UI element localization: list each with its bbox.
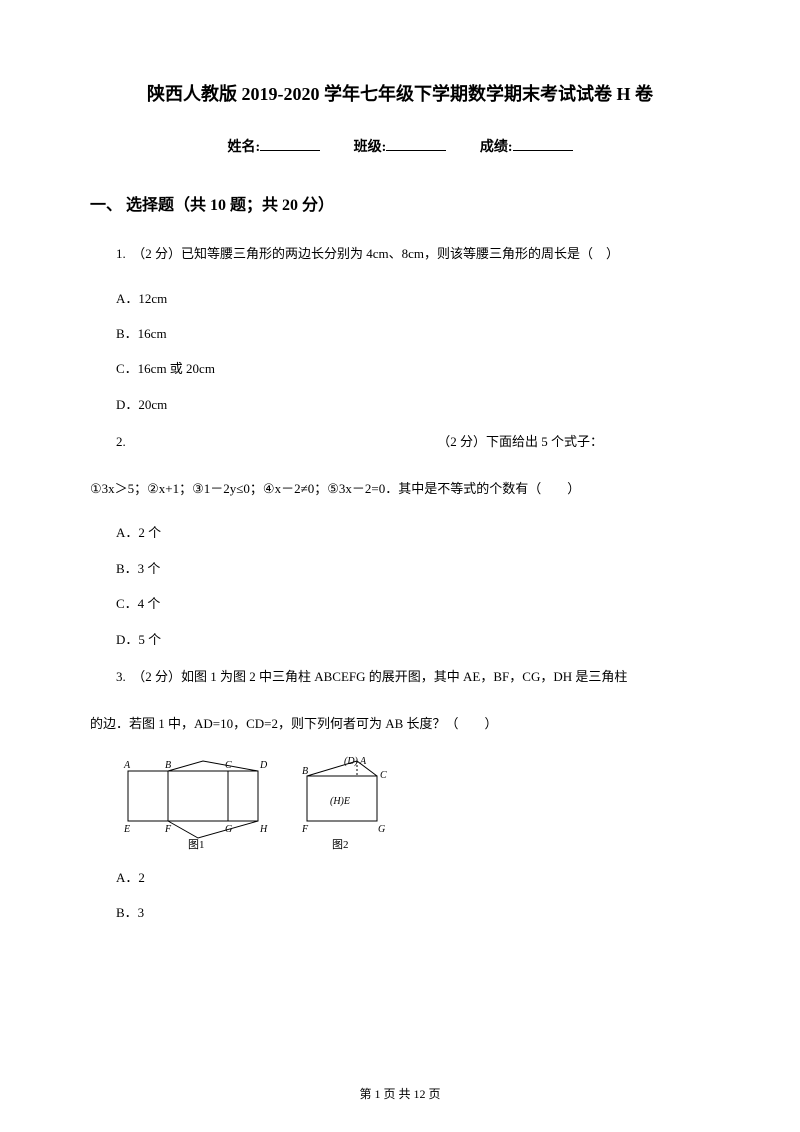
- q3-option-b: B．3: [90, 901, 710, 924]
- name-blank: [260, 150, 320, 151]
- q2-right-text: （2 分）下面给出 5 个式子：: [437, 434, 603, 449]
- q1-option-a: A．12cm: [90, 287, 710, 310]
- fig2-label-d: (D): [344, 756, 359, 767]
- fig2-label-f: F: [301, 824, 309, 835]
- student-info-line: 姓名: 班级: 成绩:: [90, 136, 710, 156]
- fig1-label-b: B: [165, 760, 171, 771]
- fig2-label-b: B: [302, 766, 308, 777]
- score-label: 成绩:: [480, 140, 513, 155]
- class-blank: [386, 150, 446, 151]
- q3-figures: A B C D E F G H 图1 (D) A B C (H)E F G 图2: [118, 756, 710, 851]
- q2-line1: 2. （2 分）下面给出 5 个式子：: [90, 428, 710, 457]
- q3-line1: 3. （2 分）如图 1 为图 2 中三角柱 ABCEFG 的展开图，其中 AE…: [90, 663, 710, 692]
- figure-1-svg: A B C D E F G H 图1: [118, 756, 288, 851]
- fig1-caption: 图1: [188, 838, 205, 851]
- fig2-label-g: G: [378, 824, 385, 835]
- q2-option-c: C．4 个: [90, 592, 710, 615]
- fig1-label-d: D: [259, 760, 268, 771]
- fig1-label-c: C: [225, 760, 232, 771]
- figure-2-svg: (D) A B C (H)E F G 图2: [292, 756, 412, 851]
- fig1-label-f: F: [164, 824, 172, 835]
- q1-option-d: D．20cm: [90, 393, 710, 416]
- q2-option-d: D．5 个: [90, 628, 710, 651]
- score-blank: [513, 150, 573, 151]
- q2-number: 2.: [116, 434, 126, 449]
- name-label: 姓名:: [227, 140, 260, 155]
- fig2-label-c: C: [380, 770, 387, 781]
- section-title: 一、 选择题（共 10 题；共 20 分）: [90, 191, 710, 215]
- q2-line2: ①3x＞5；②x+1；③1－2y≤0；④x－2≠0；⑤3x－2=0．其中是不等式…: [90, 475, 710, 504]
- fig1-label-e: E: [123, 824, 130, 835]
- class-label: 班级:: [354, 140, 387, 155]
- q1-text: 1. （2 分）已知等腰三角形的两边长分别为 4cm、8cm，则该等腰三角形的周…: [90, 240, 710, 269]
- fig2-caption: 图2: [332, 838, 349, 851]
- q3-line2: 的边．若图 1 中，AD=10，CD=2，则下列何者可为 AB 长度？（ ）: [90, 710, 710, 739]
- q1-option-c: C．16cm 或 20cm: [90, 357, 710, 380]
- fig1-label-g: G: [225, 824, 232, 835]
- q1-option-b: B．16cm: [90, 322, 710, 345]
- q2-option-a: A．2 个: [90, 521, 710, 544]
- q2-option-b: B．3 个: [90, 557, 710, 580]
- fig1-label-a: A: [123, 760, 131, 771]
- fig1-label-h: H: [259, 824, 268, 835]
- q3-option-a: A．2: [90, 866, 710, 889]
- fig2-label-a: A: [359, 756, 367, 767]
- fig2-label-e: (H)E: [330, 796, 350, 807]
- exam-title: 陕西人教版 2019-2020 学年七年级下学期数学期末考试试卷 H 卷: [90, 80, 710, 106]
- page-footer: 第 1 页 共 12 页: [0, 1085, 800, 1102]
